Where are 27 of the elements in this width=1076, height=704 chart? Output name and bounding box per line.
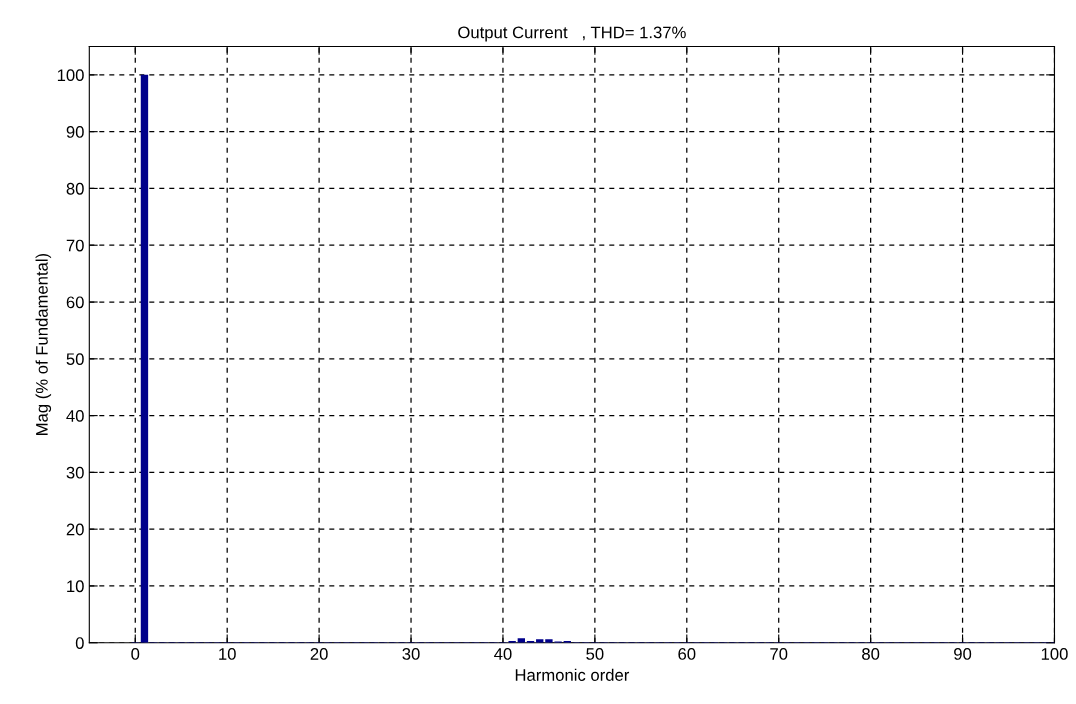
x-tick-label: 100: [1041, 648, 1068, 660]
x-tick-label: 70: [770, 648, 788, 660]
chart-title: Output Current , THD= 1.37%: [458, 26, 686, 42]
y-tick-label: 70: [66, 239, 84, 252]
y-tick-label: 100: [57, 69, 84, 82]
bar: [545, 639, 553, 643]
y-tick-label: 50: [66, 353, 84, 366]
x-tick-label: 60: [678, 648, 696, 660]
y-tick-label: 30: [66, 466, 84, 479]
x-tick-label: 20: [310, 648, 328, 660]
y-axis-title: Mag (% of Fundamental): [35, 253, 52, 435]
y-tick-label: 10: [67, 580, 84, 593]
x-tick-label: 40: [494, 648, 512, 660]
x-tick-label: 80: [862, 648, 880, 660]
bar: [140, 74, 149, 643]
y-tick-label: 40: [66, 410, 84, 422]
y-tick-label: 0: [75, 637, 84, 649]
y-tick-label: 90: [66, 126, 84, 138]
x-tick-label: 50: [586, 648, 604, 660]
x-tick-label: 10: [219, 648, 236, 660]
x-tick-label: 0: [131, 648, 140, 660]
x-tick-label: 30: [402, 648, 420, 660]
x-tick-label: 90: [954, 648, 972, 660]
y-tick-label: 20: [66, 523, 84, 536]
y-tick-label: 80: [66, 182, 84, 195]
x-axis-title: Harmonic order: [515, 668, 630, 681]
y-tick-label: 60: [66, 296, 84, 309]
